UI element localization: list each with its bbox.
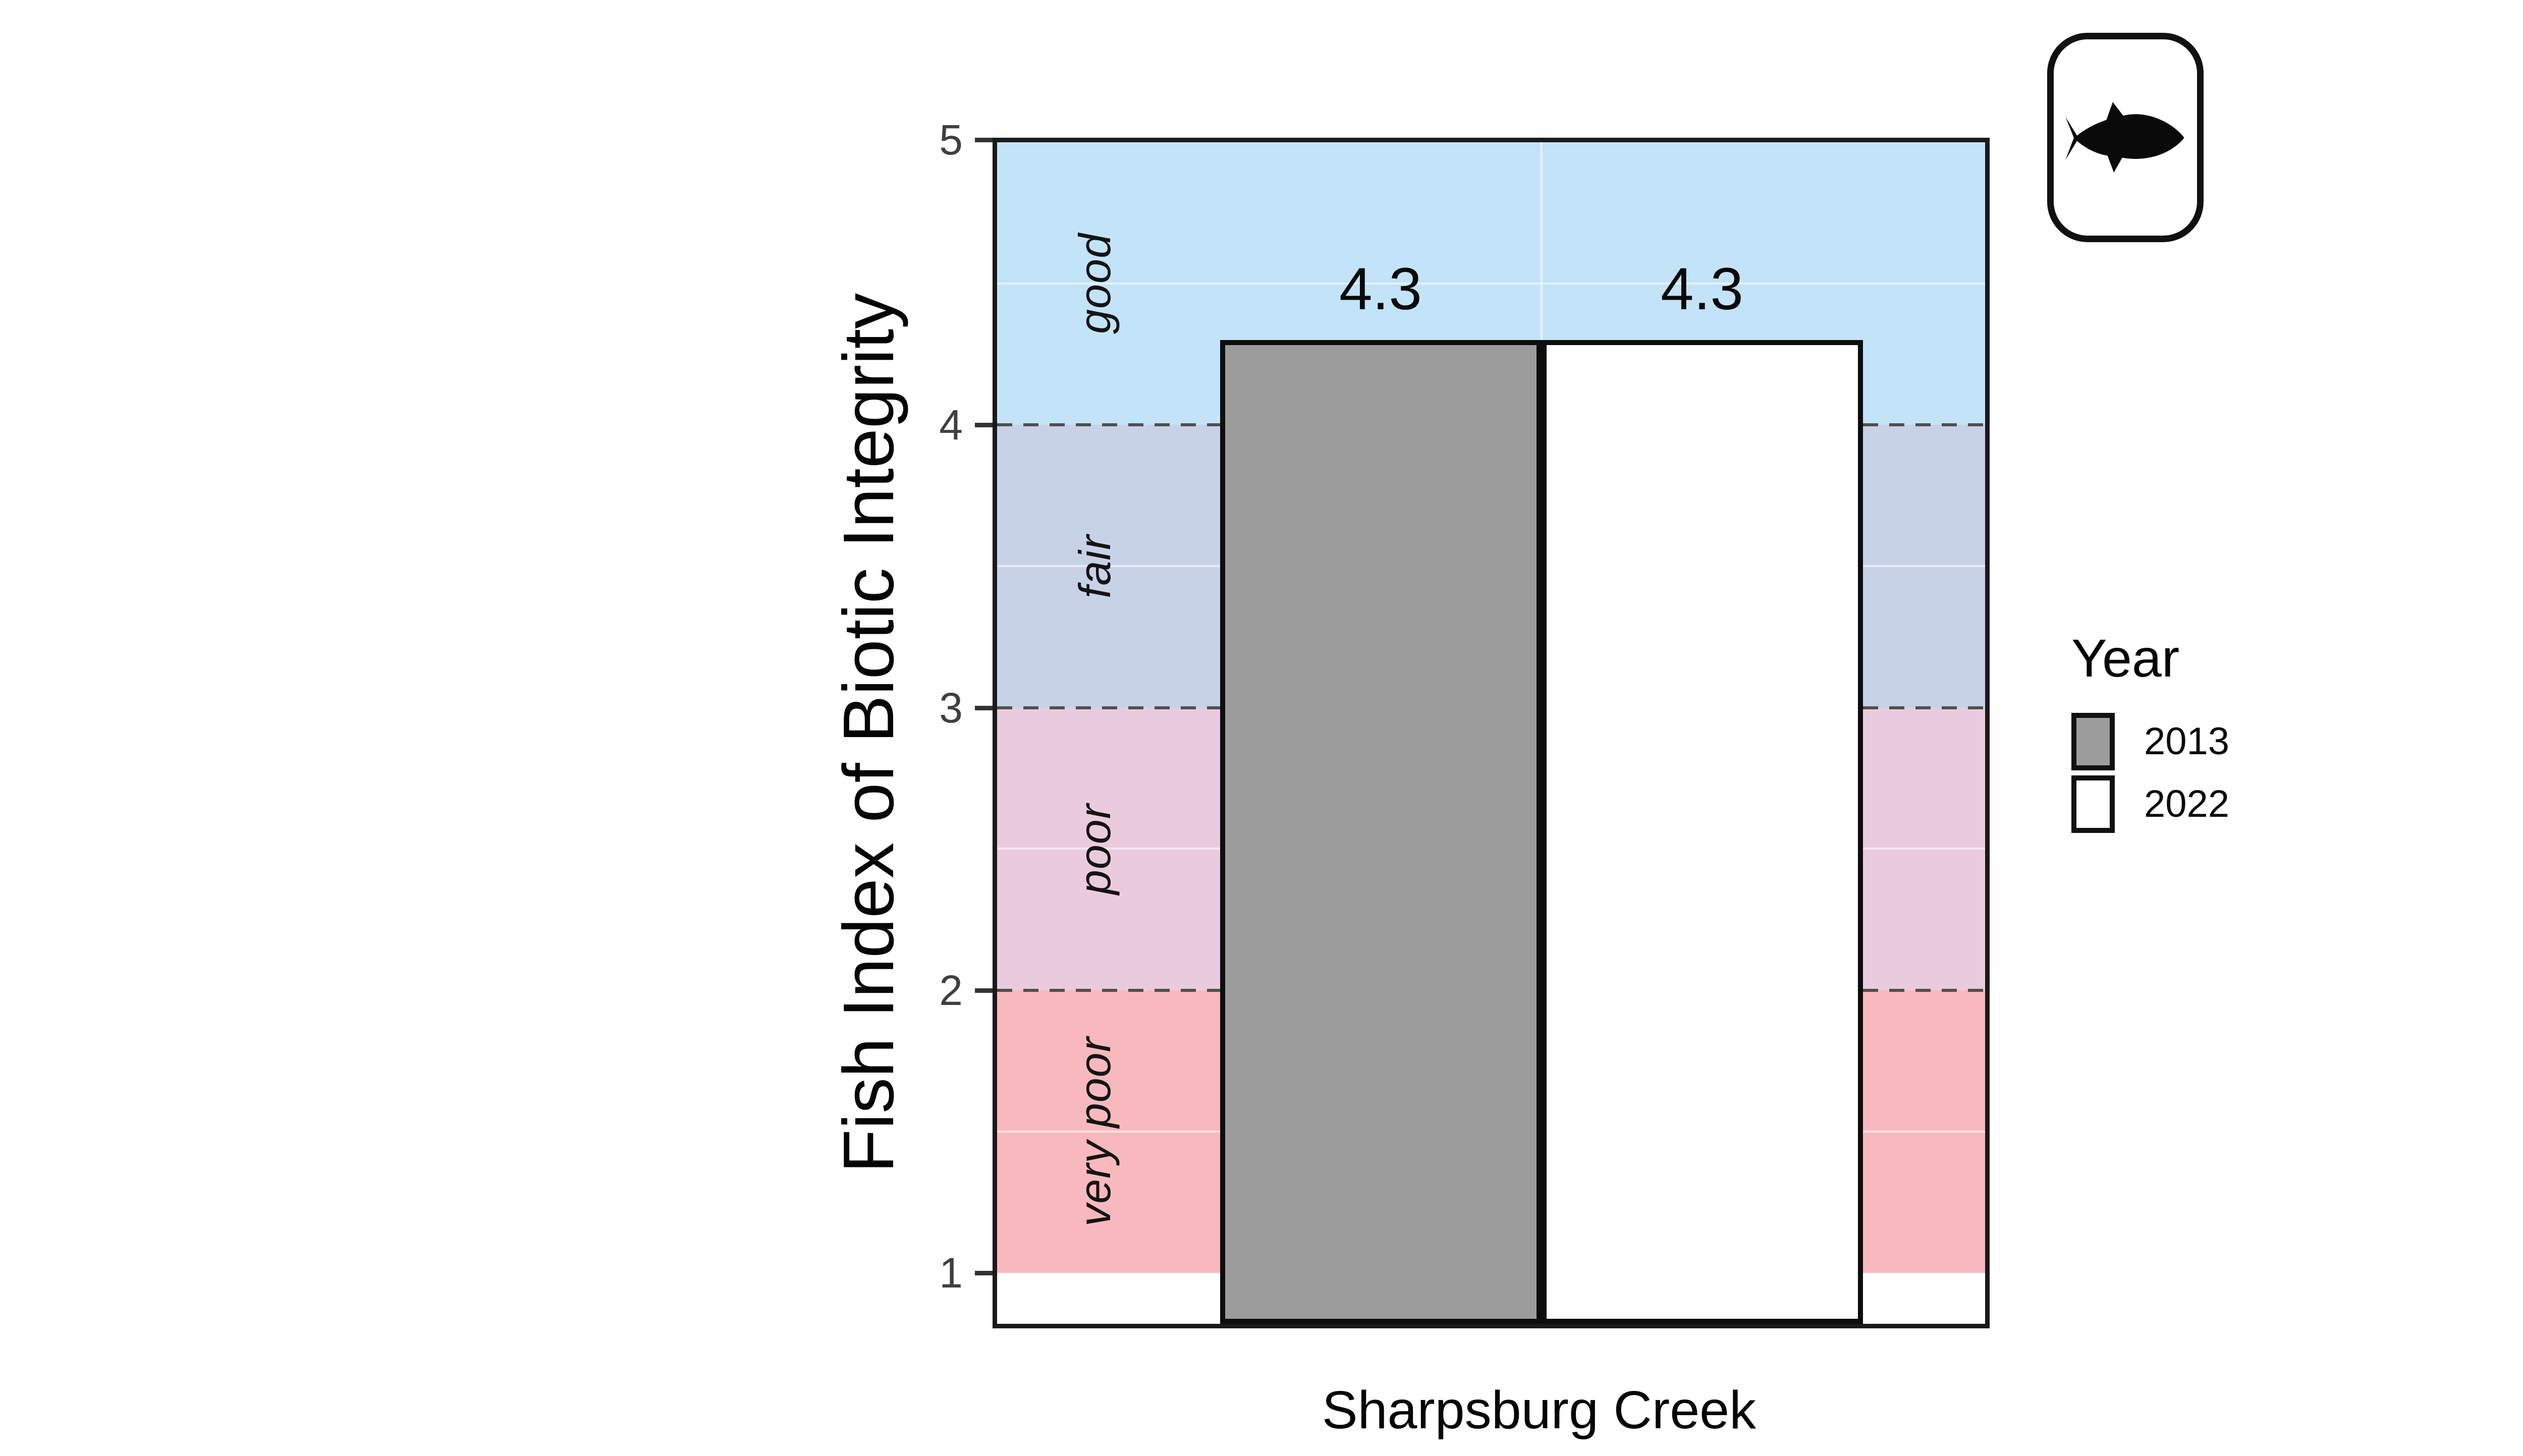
minor-gridline-4-5 xyxy=(997,283,1985,285)
legend-swatch-2022 xyxy=(2071,775,2115,833)
fish-badge xyxy=(2047,33,2204,242)
y-tick-label: 5 xyxy=(939,116,963,163)
fish-icon xyxy=(2065,102,2184,173)
legend-label-2022: 2022 xyxy=(2144,782,2230,825)
legend-entry-2022: 2022 xyxy=(2071,775,2229,833)
y-tick-label: 3 xyxy=(939,684,963,732)
bar-value-2013: 4.3 xyxy=(1339,256,1422,322)
bar-2022 xyxy=(1542,340,1863,1324)
bar-2013 xyxy=(1220,340,1542,1324)
bar-value-2022: 4.3 xyxy=(1660,256,1744,322)
y-tick-label: 4 xyxy=(939,401,963,449)
legend-swatch-2013 xyxy=(2071,713,2115,770)
plot-panel: good fair poor very poor 4.3 4.3 xyxy=(993,138,1990,1328)
y-tick-2 xyxy=(975,988,993,993)
y-tick-label: 1 xyxy=(939,1249,963,1297)
x-axis-title: Sharpsburg Creek xyxy=(1322,1380,1757,1440)
legend: Year 2013 2022 xyxy=(2071,628,2229,838)
y-tick-5 xyxy=(975,138,993,142)
y-tick-1 xyxy=(975,1271,993,1275)
y-tick-label: 2 xyxy=(939,967,963,1014)
legend-label-2013: 2013 xyxy=(2144,720,2230,763)
y-tick-4 xyxy=(975,423,993,427)
legend-entry-2013: 2013 xyxy=(2071,713,2229,770)
legend-title: Year xyxy=(2071,629,2180,688)
y-tick-3 xyxy=(975,706,993,710)
